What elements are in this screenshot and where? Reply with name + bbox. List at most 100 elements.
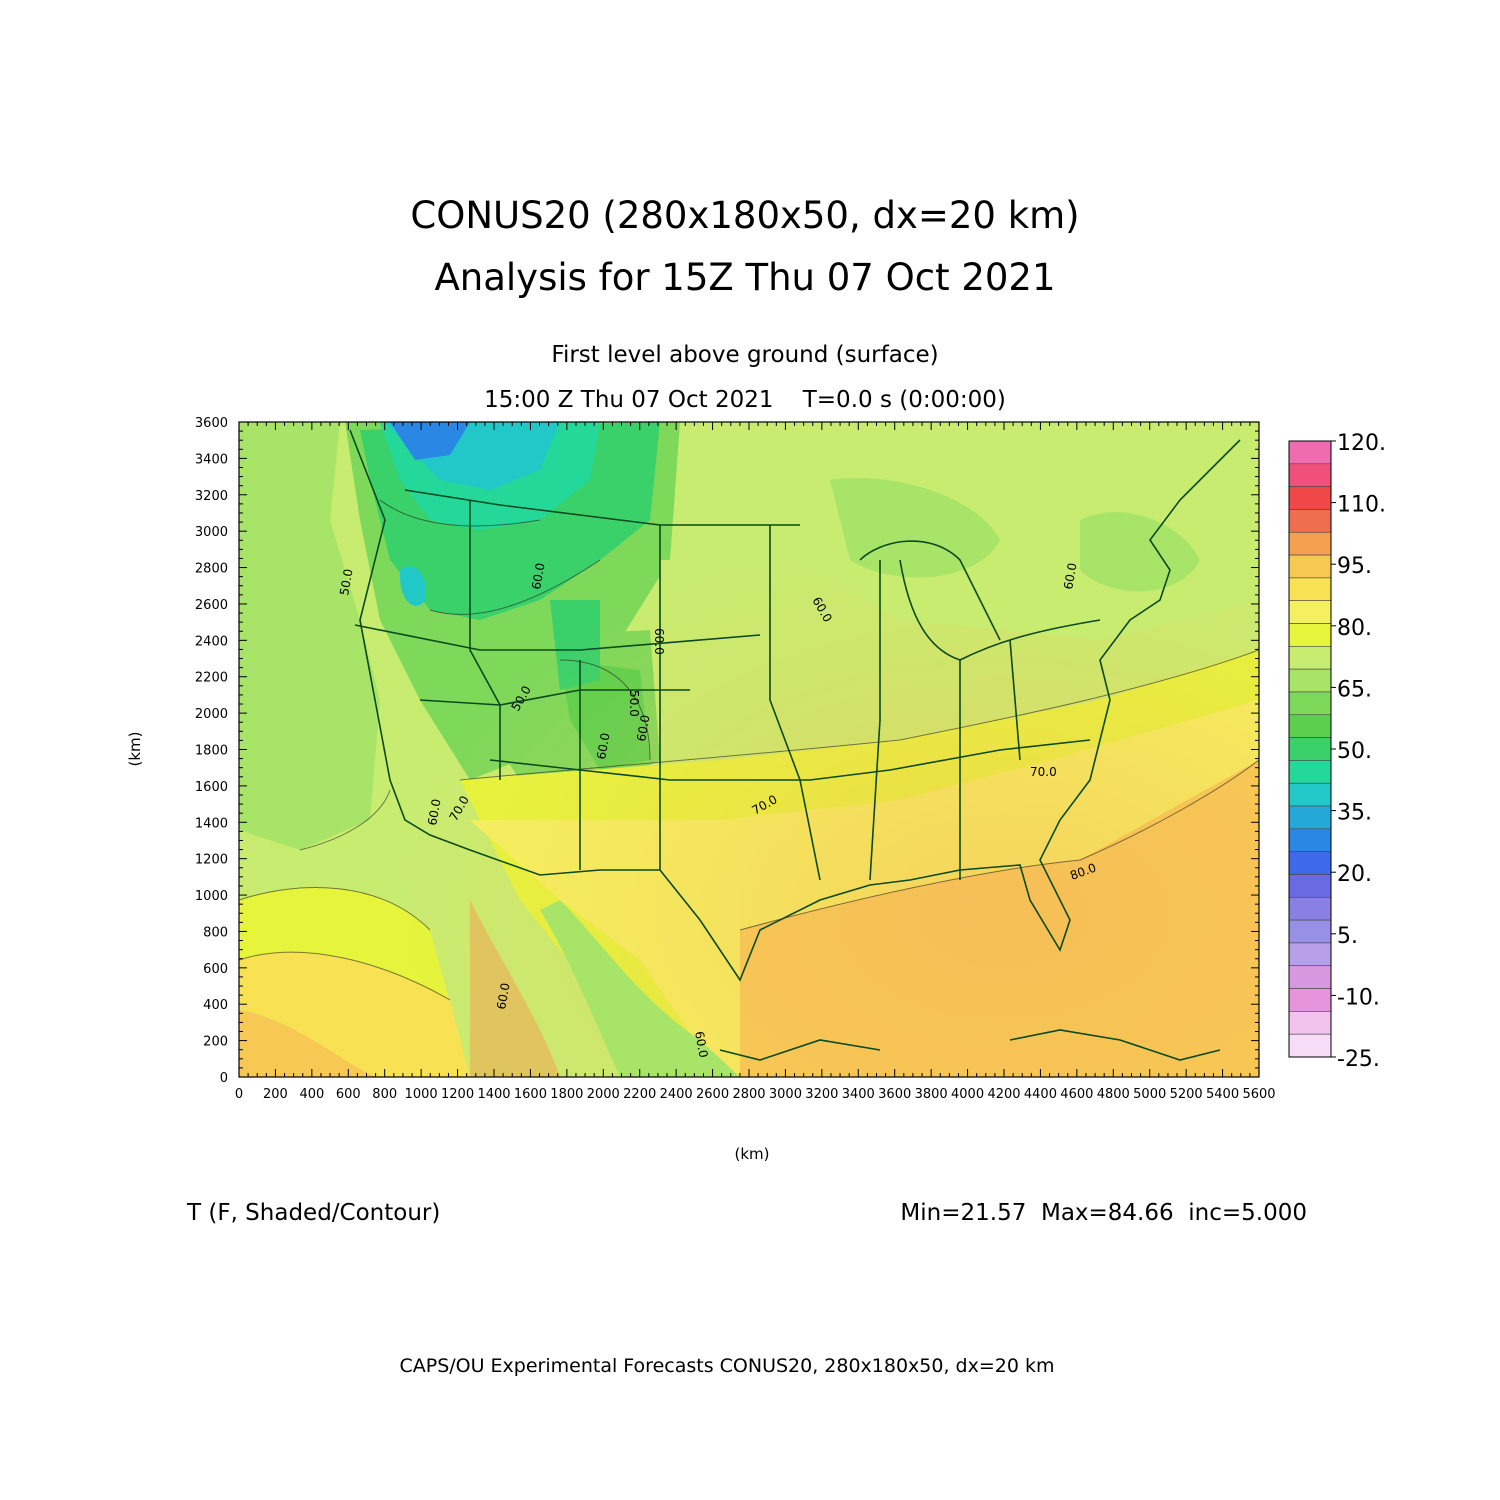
x-tick-label: 5000 bbox=[1133, 1087, 1166, 1102]
y-tick-label: 800 bbox=[203, 925, 228, 940]
colorbar-swatch bbox=[1288, 965, 1332, 989]
x-tick-label: 4200 bbox=[987, 1087, 1020, 1102]
y-tick-label: 600 bbox=[203, 962, 228, 977]
y-tick-label: 1800 bbox=[195, 744, 228, 759]
x-tick-label: 800 bbox=[372, 1087, 397, 1102]
y-axis-ticks: 0 200 400 600 800 1000 1200 1400 1600 1800 2000 220… bbox=[195, 416, 1259, 1086]
title-line-2: Analysis for 15Z Thu 07 Oct 2021 bbox=[434, 256, 1055, 299]
colorbar-label: 50. bbox=[1337, 739, 1372, 764]
x-tick-label: 1200 bbox=[441, 1087, 474, 1102]
colorbar-swatch bbox=[1288, 531, 1332, 556]
contour-label: 60.0 bbox=[494, 982, 512, 1011]
y-tick-label: 1400 bbox=[195, 816, 228, 831]
x-tick-label: 2200 bbox=[623, 1087, 656, 1102]
x-tick-label: 4000 bbox=[951, 1087, 984, 1102]
x-tick-label: 2000 bbox=[587, 1087, 620, 1102]
subtitle-time: 15:00 Z Thu 07 Oct 2021 T=0.0 s (0:00:00… bbox=[484, 387, 1006, 413]
x-tick-label: 0 bbox=[235, 1087, 243, 1102]
colorbar-swatch bbox=[1288, 988, 1332, 1012]
x-tick-label: 1000 bbox=[405, 1087, 438, 1102]
colorbar-swatch bbox=[1288, 874, 1332, 898]
colorbar-swatch bbox=[1288, 623, 1332, 647]
colorbar-label: 110. bbox=[1337, 493, 1386, 518]
x-tick-label: 3200 bbox=[805, 1087, 838, 1102]
x-tick-label: 4400 bbox=[1024, 1087, 1057, 1102]
y-tick-label: 3400 bbox=[195, 452, 228, 467]
colorbar-swatch bbox=[1288, 463, 1332, 487]
colorbar-swatch bbox=[1288, 1033, 1332, 1058]
y-tick-label: 2600 bbox=[195, 598, 228, 613]
contour-label: 60.0 bbox=[529, 562, 547, 591]
colorbar: 120. 110. 95. 80. 65. 50. 35. 20. 5. -10. -25. bbox=[1288, 431, 1386, 1072]
colorbar-swatch bbox=[1288, 577, 1332, 602]
y-tick-label: 3200 bbox=[195, 489, 228, 504]
map-boundaries bbox=[349, 429, 1241, 1061]
colorbar-swatch bbox=[1288, 646, 1332, 670]
y-tick-label: 2000 bbox=[195, 707, 228, 722]
x-tick-label: 3000 bbox=[769, 1087, 802, 1102]
y-tick-label: 3000 bbox=[195, 525, 228, 540]
colorbar-label: -25. bbox=[1337, 1047, 1380, 1072]
y-tick-label: 400 bbox=[203, 998, 228, 1013]
colorbar-swatch bbox=[1288, 440, 1332, 465]
colorbar-label: 20. bbox=[1337, 862, 1372, 887]
y-tick-label: 1200 bbox=[195, 853, 228, 868]
contour-label: 60.0 bbox=[1061, 562, 1079, 591]
x-tick-label: 1600 bbox=[514, 1087, 547, 1102]
x-tick-label: 2600 bbox=[696, 1087, 729, 1102]
contour-label: 60.0 bbox=[594, 732, 612, 761]
title-line-1: CONUS20 (280x180x50, dx=20 km) bbox=[410, 194, 1079, 237]
min-max-info: Min=21.57 Max=84.66 inc=5.000 bbox=[900, 1200, 1307, 1226]
colorbar-swatch bbox=[1288, 486, 1332, 510]
colorbar-swatch bbox=[1288, 851, 1332, 875]
subtitle-level: First level above ground (surface) bbox=[551, 342, 938, 368]
x-tick-label: 4800 bbox=[1097, 1087, 1130, 1102]
colorbar-label: 35. bbox=[1337, 801, 1372, 826]
x-tick-label: 4600 bbox=[1060, 1087, 1093, 1102]
x-tick-label: 1800 bbox=[550, 1087, 583, 1102]
contour-label: 60.0 bbox=[692, 1030, 710, 1059]
colorbar-label: 120. bbox=[1337, 431, 1386, 456]
contour-label: 60.0 bbox=[652, 628, 666, 655]
x-tick-label: 1400 bbox=[477, 1087, 510, 1102]
colorbar-swatch bbox=[1288, 896, 1332, 921]
contour-label: 50.0 bbox=[627, 690, 641, 717]
x-tick-label: 5600 bbox=[1242, 1087, 1275, 1102]
y-tick-label: 2400 bbox=[195, 634, 228, 649]
colorbar-label: -10. bbox=[1337, 985, 1380, 1010]
colorbar-swatch bbox=[1288, 737, 1332, 761]
x-tick-label: 2800 bbox=[732, 1087, 765, 1102]
colorbar-swatch bbox=[1288, 1011, 1332, 1035]
colorbar-swatch bbox=[1288, 919, 1332, 944]
x-axis-ticks: 0 200 400 600 800 1000 1200 1400 1600 1800 2000 220… bbox=[235, 422, 1276, 1102]
y-tick-label: 1600 bbox=[195, 780, 228, 795]
colorbar-swatch bbox=[1288, 714, 1332, 738]
contour-label: 60.0 bbox=[425, 798, 443, 827]
y-axis-label: (km) bbox=[126, 731, 144, 766]
contour-label: 60.0 bbox=[634, 714, 652, 743]
x-tick-label: 3600 bbox=[878, 1087, 911, 1102]
x-tick-label: 5200 bbox=[1170, 1087, 1203, 1102]
colorbar-label: 80. bbox=[1337, 616, 1372, 641]
variable-info: T (F, Shaded/Contour) bbox=[186, 1200, 440, 1226]
temperature-field bbox=[239, 422, 1259, 1077]
contour-label: 50.0 bbox=[337, 568, 355, 597]
y-tick-label: 1000 bbox=[195, 889, 228, 904]
x-tick-label: 3400 bbox=[842, 1087, 875, 1102]
colorbar-label: 95. bbox=[1337, 554, 1372, 579]
contour-label: 70.0 bbox=[1030, 765, 1057, 779]
colorbar-swatch bbox=[1288, 828, 1332, 852]
x-tick-label: 2400 bbox=[660, 1087, 693, 1102]
colorbar-swatch bbox=[1288, 805, 1332, 830]
y-tick-label: 3600 bbox=[195, 416, 228, 431]
colorbar-swatch bbox=[1288, 600, 1332, 624]
colorbar-swatch bbox=[1288, 942, 1332, 967]
colorbar-swatch bbox=[1288, 509, 1332, 533]
x-tick-label: 200 bbox=[263, 1087, 288, 1102]
y-tick-label: 2800 bbox=[195, 562, 228, 577]
x-axis-label: (km) bbox=[734, 1145, 769, 1163]
colorbar-label: 65. bbox=[1337, 677, 1372, 702]
y-tick-label: 2200 bbox=[195, 671, 228, 686]
x-tick-label: 5400 bbox=[1206, 1087, 1239, 1102]
